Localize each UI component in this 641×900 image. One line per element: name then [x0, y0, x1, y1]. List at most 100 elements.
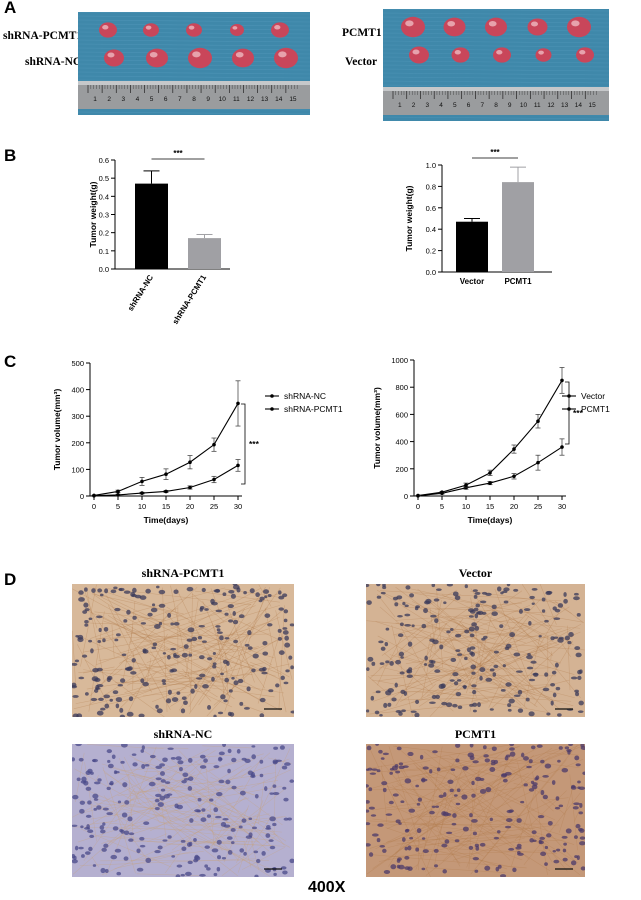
stroma-fiber — [191, 593, 225, 622]
stroma-fiber — [111, 755, 157, 787]
nucleus — [430, 614, 437, 618]
nucleus — [396, 858, 401, 863]
nucleus — [379, 713, 383, 717]
nucleus — [95, 615, 103, 619]
nucleus — [149, 754, 156, 759]
nucleus — [382, 787, 387, 793]
stroma-fiber — [202, 745, 252, 749]
nucleus — [404, 604, 409, 608]
stroma-fiber — [550, 651, 552, 661]
nucleus — [251, 826, 257, 830]
nucleus — [285, 669, 290, 673]
nucleus — [284, 762, 291, 766]
nucleus — [370, 695, 375, 701]
nucleus — [138, 713, 145, 717]
nucleus — [215, 815, 222, 819]
data-point — [512, 447, 516, 451]
nucleus — [288, 655, 293, 660]
stroma-fiber — [524, 613, 574, 646]
mat-texture — [383, 44, 609, 48]
nucleus — [103, 694, 111, 699]
nucleus — [98, 697, 104, 702]
nucleus — [255, 592, 260, 598]
stroma-fiber — [162, 587, 168, 713]
stroma-fiber — [429, 599, 541, 717]
nucleus — [176, 864, 183, 868]
nucleus — [96, 710, 104, 716]
nucleus — [428, 663, 435, 668]
stroma-fiber — [236, 748, 291, 863]
nucleus — [238, 614, 245, 619]
nucleus — [508, 698, 515, 704]
nucleus — [491, 604, 497, 610]
nucleus — [451, 822, 457, 826]
nucleus — [154, 850, 161, 854]
tumor — [146, 48, 168, 68]
stroma-fiber — [559, 784, 575, 833]
nucleus — [446, 584, 454, 587]
nucleus — [150, 607, 158, 613]
nucleus — [72, 853, 76, 859]
nucleus — [121, 653, 127, 657]
nucleus — [131, 753, 137, 756]
nucleus — [551, 780, 556, 785]
y-tick-label: 300 — [71, 412, 84, 421]
nucleus — [191, 636, 198, 642]
stroma-fiber — [366, 776, 503, 875]
nucleus — [468, 615, 474, 618]
stroma-fiber — [112, 606, 275, 659]
bar-vector — [456, 221, 488, 272]
nucleus — [158, 603, 166, 608]
nucleus — [72, 685, 78, 689]
significance-bracket — [565, 381, 570, 445]
stroma-fiber — [209, 808, 249, 848]
nucleus — [117, 683, 124, 687]
nucleus — [474, 613, 479, 619]
nucleus — [228, 689, 233, 693]
mat-texture — [383, 40, 609, 44]
stroma-fiber — [530, 605, 564, 661]
stroma-fiber — [251, 769, 292, 788]
nucleus — [568, 744, 573, 746]
stroma-fiber — [72, 630, 76, 685]
y-tick-label: 0.6 — [99, 156, 109, 165]
nucleus — [282, 593, 288, 598]
photo-label-shrna-pcmt1: shRNA-PCMT1 — [3, 30, 83, 42]
nucleus — [507, 708, 512, 712]
stroma-fiber — [72, 588, 262, 692]
significance-label: *** — [573, 408, 584, 418]
nucleus — [194, 809, 201, 813]
ruler-edge — [383, 87, 609, 91]
nucleus — [481, 591, 488, 595]
stroma-fiber — [77, 809, 181, 843]
data-point — [140, 491, 144, 495]
nucleus — [216, 792, 223, 797]
nucleus — [577, 780, 581, 784]
stroma-fiber — [210, 588, 220, 612]
stroma-fiber — [82, 637, 233, 708]
nucleus — [217, 631, 223, 635]
nucleus — [97, 640, 102, 643]
stroma-fiber — [539, 584, 557, 625]
nucleus — [429, 701, 436, 704]
nucleus — [404, 778, 412, 784]
ruler-number: 15 — [289, 96, 297, 103]
stroma-fiber — [181, 841, 272, 847]
stroma-fiber — [217, 606, 269, 660]
stroma-fiber — [106, 588, 252, 606]
stroma-fiber — [440, 757, 517, 768]
nucleus — [278, 595, 285, 600]
stroma-fiber — [107, 605, 152, 693]
tumor-highlight — [235, 51, 244, 58]
nucleus — [501, 773, 508, 777]
tumor — [409, 46, 429, 64]
stroma-fiber — [278, 605, 285, 711]
stroma-fiber — [492, 839, 565, 845]
panel-letter-d: D — [4, 570, 17, 589]
nucleus — [479, 777, 485, 782]
nucleus — [109, 780, 114, 786]
nucleus — [479, 675, 483, 681]
photo-label-shrna-nc: shRNA-NC — [25, 56, 82, 68]
nucleus — [222, 659, 228, 665]
ruler-number: 10 — [219, 96, 227, 103]
